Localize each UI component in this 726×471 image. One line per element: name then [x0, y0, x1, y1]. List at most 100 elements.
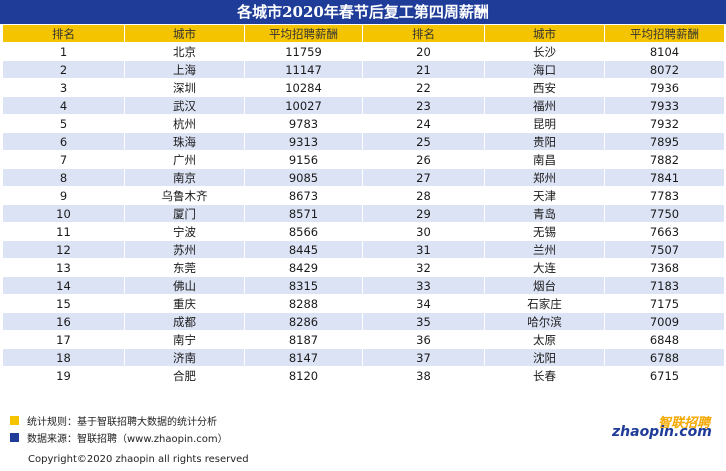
header-salary: 平均招聘薪酬 — [604, 24, 725, 43]
header-rank: 排名 — [2, 24, 125, 43]
salary-cell: 9783 — [244, 114, 363, 133]
salary-cell: 8288 — [244, 294, 363, 313]
rank-cell: 16 — [2, 312, 125, 331]
salary-cell: 7936 — [604, 78, 725, 97]
salary-cell: 7507 — [604, 240, 725, 259]
rank-cell: 27 — [362, 168, 485, 187]
city-cell: 南京 — [124, 168, 245, 187]
table-row: 3 深圳 10284 22 西安 7936 — [2, 78, 725, 97]
city-cell: 佛山 — [124, 276, 245, 295]
salary-cell: 9313 — [244, 132, 363, 151]
note-rule-text: 统计规则：基于智联招聘大数据的统计分析 — [27, 417, 217, 428]
rank-cell: 21 — [362, 60, 485, 79]
table-row: 12 苏州 8445 31 兰州 7507 — [2, 240, 725, 259]
city-cell: 乌鲁木齐 — [124, 186, 245, 205]
salary-cell: 7009 — [604, 312, 725, 331]
rank-cell: 37 — [362, 348, 485, 367]
table-row: 15 重庆 8288 34 石家庄 7175 — [2, 294, 725, 313]
table-row: 19 合肥 8120 38 长春 6715 — [2, 366, 725, 385]
city-cell: 青岛 — [484, 204, 605, 223]
salary-cell: 6715 — [604, 366, 725, 385]
salary-cell: 11147 — [244, 60, 363, 79]
salary-cell: 7783 — [604, 186, 725, 205]
rank-cell: 23 — [362, 96, 485, 115]
salary-cell: 8566 — [244, 222, 363, 241]
salary-table: 排名 城市 平均招聘薪酬 排名 城市 平均招聘薪酬 1 北京 11759 20 长沙 81… — [2, 24, 725, 385]
salary-cell: 8286 — [244, 312, 363, 331]
rank-cell: 18 — [2, 348, 125, 367]
zhaopin-logo: 智联招聘 zhaopin.com — [612, 412, 712, 442]
rank-cell: 3 — [2, 78, 125, 97]
salary-cell: 7882 — [604, 150, 725, 169]
table-row: 18 济南 8147 37 沈阳 6788 — [2, 348, 725, 367]
city-cell: 济南 — [124, 348, 245, 367]
salary-cell: 7933 — [604, 96, 725, 115]
table-row: 8 南京 9085 27 郑州 7841 — [2, 168, 725, 187]
salary-cell: 8072 — [604, 60, 725, 79]
salary-cell: 6788 — [604, 348, 725, 367]
city-cell: 珠海 — [124, 132, 245, 151]
salary-cell: 6848 — [604, 330, 725, 349]
table-row: 14 佛山 8315 33 烟台 7183 — [2, 276, 725, 295]
city-cell: 上海 — [124, 60, 245, 79]
table-row: 17 南宁 8187 36 太原 6848 — [2, 330, 725, 349]
logo-cn: 智联招聘 — [657, 416, 710, 431]
city-cell: 长沙 — [484, 42, 605, 61]
salary-cell: 8445 — [244, 240, 363, 259]
city-cell: 大连 — [484, 258, 605, 277]
rank-cell: 6 — [2, 132, 125, 151]
city-cell: 石家庄 — [484, 294, 605, 313]
city-cell: 哈尔滨 — [484, 312, 605, 331]
rank-cell: 32 — [362, 258, 485, 277]
salary-cell: 10284 — [244, 78, 363, 97]
rank-cell: 36 — [362, 330, 485, 349]
logo-en: zhaopin.com — [612, 424, 712, 440]
city-cell: 福州 — [484, 96, 605, 115]
table-row: 2 上海 11147 21 海口 8072 — [2, 60, 725, 79]
salary-cell: 7175 — [604, 294, 725, 313]
table-row: 5 杭州 9783 24 昆明 7932 — [2, 114, 725, 133]
city-cell: 长春 — [484, 366, 605, 385]
city-cell: 北京 — [124, 42, 245, 61]
salary-cell: 7750 — [604, 204, 725, 223]
rank-cell: 19 — [2, 366, 125, 385]
rank-cell: 38 — [362, 366, 485, 385]
city-cell: 郑州 — [484, 168, 605, 187]
salary-cell: 11759 — [244, 42, 363, 61]
rank-cell: 15 — [2, 294, 125, 313]
blue-bullet-icon — [10, 433, 19, 442]
rank-cell: 31 — [362, 240, 485, 259]
note-source: 数据来源：智联招聘（www.zhaopin.com） — [10, 429, 228, 446]
rank-cell: 9 — [2, 186, 125, 205]
rank-cell: 11 — [2, 222, 125, 241]
city-cell: 海口 — [484, 60, 605, 79]
city-cell: 贵阳 — [484, 132, 605, 151]
copyright: Copyright©2020 zhaopin all rights reserv… — [28, 454, 249, 465]
rank-cell: 25 — [362, 132, 485, 151]
table-header-row: 排名 城市 平均招聘薪酬 排名 城市 平均招聘薪酬 — [2, 24, 725, 43]
city-cell: 宁波 — [124, 222, 245, 241]
city-cell: 兰州 — [484, 240, 605, 259]
rank-cell: 35 — [362, 312, 485, 331]
rank-cell: 26 — [362, 150, 485, 169]
rank-cell: 10 — [2, 204, 125, 223]
rank-cell: 34 — [362, 294, 485, 313]
rank-cell: 2 — [2, 60, 125, 79]
table-row: 9 乌鲁木齐 8673 28 天津 7783 — [2, 186, 725, 205]
table-row: 13 东莞 8429 32 大连 7368 — [2, 258, 725, 277]
city-cell: 太原 — [484, 330, 605, 349]
city-cell: 厦门 — [124, 204, 245, 223]
rank-cell: 4 — [2, 96, 125, 115]
salary-cell: 8120 — [244, 366, 363, 385]
rank-cell: 24 — [362, 114, 485, 133]
city-cell: 南宁 — [124, 330, 245, 349]
rank-cell: 8 — [2, 168, 125, 187]
rank-cell: 13 — [2, 258, 125, 277]
table-row: 10 厦门 8571 29 青岛 7750 — [2, 204, 725, 223]
header-city: 城市 — [484, 24, 605, 43]
city-cell: 西安 — [484, 78, 605, 97]
city-cell: 武汉 — [124, 96, 245, 115]
rank-cell: 12 — [2, 240, 125, 259]
salary-cell: 8571 — [244, 204, 363, 223]
note-source-text: 数据来源：智联招聘（www.zhaopin.com） — [27, 434, 228, 445]
